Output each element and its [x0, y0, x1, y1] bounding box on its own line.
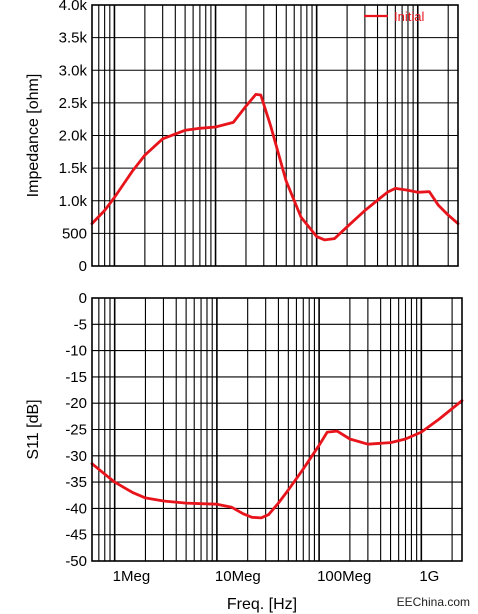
s11-curve-group: [90, 399, 464, 520]
y-tick-label: 2.0k: [59, 128, 88, 145]
y-tick-label: 2.5k: [59, 95, 88, 112]
s11-panel: 0 -5 -10 -15 -20 -25 -30 -35 -40 -45 -50 1Meg 10Meg…: [25, 290, 464, 613]
impedance-panel: 0 500 1.0k 1.5k 2.0k 2.5k 3.0k 3.5k 4.0k Impedan…: [25, 0, 460, 275]
y-tick-label: -50: [65, 553, 87, 570]
x-tick-label: 100Meg: [317, 568, 371, 585]
y-tick-label: -30: [65, 448, 87, 465]
impedance-plot-frame: [91, 4, 459, 267]
y-tick-label: 1.0k: [59, 193, 88, 210]
y-tick-label: -20: [65, 395, 87, 412]
y-tick-label: 3.0k: [59, 62, 88, 79]
y-tick-label: -25: [65, 422, 87, 439]
y-tick-label: 4.0k: [59, 0, 88, 14]
x-tick-label: 10Meg: [215, 568, 261, 585]
y-tick-label: -40: [65, 500, 87, 517]
s11-y-axis-label: S11 [dB]: [25, 399, 42, 459]
x-tick-label: 1Meg: [113, 568, 151, 585]
y-tick-label: -15: [65, 369, 87, 386]
s11-grid: [92, 297, 462, 562]
impedance-y-axis-label: Impedance [ohm]: [25, 74, 42, 198]
y-tick-label: 0: [79, 290, 87, 307]
y-tick-label: -45: [65, 527, 87, 544]
y-tick-label: 0: [79, 258, 87, 275]
y-tick-label: -5: [74, 316, 87, 333]
x-tick-labels: 1Meg 10Meg 100Meg 1G: [113, 568, 440, 585]
impedance-y-tick-labels: 0 500 1.0k 1.5k 2.0k 2.5k 3.0k 3.5k 4.0k: [59, 0, 88, 275]
y-tick-label: -10: [65, 343, 87, 360]
impedance-curve-group: [90, 93, 460, 242]
legend-label-initial: Initial: [394, 9, 424, 24]
legend: Initial: [364, 9, 424, 24]
x-axis-label: Freq. [Hz]: [227, 596, 297, 613]
s11-plot-frame: [91, 297, 463, 562]
y-tick-label: 3.5k: [59, 30, 88, 47]
watermark-text: EEChina.com: [397, 595, 470, 609]
impedance-series-line: [90, 93, 460, 242]
x-tick-label: 1G: [419, 568, 439, 585]
impedance-grid: [92, 4, 458, 267]
y-tick-label: -35: [65, 474, 87, 491]
y-tick-label: 1.5k: [59, 160, 88, 177]
s11-series-line: [90, 399, 464, 520]
s11-y-tick-labels: 0 -5 -10 -15 -20 -25 -30 -35 -40 -45 -50: [65, 290, 87, 570]
y-tick-label: 500: [62, 225, 87, 242]
